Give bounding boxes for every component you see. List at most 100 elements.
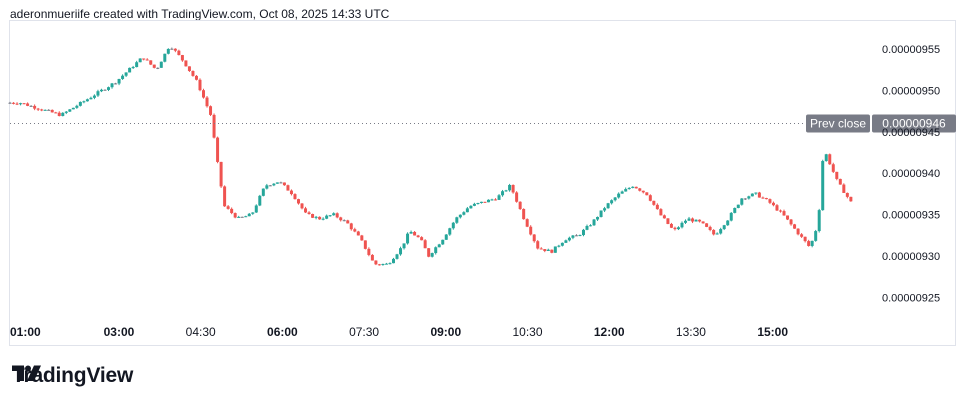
candle (121, 74, 125, 80)
prev-close-value: 0.00000946 (882, 116, 946, 130)
candle (750, 193, 754, 197)
candle (448, 227, 452, 236)
candle (712, 229, 716, 236)
candle (251, 212, 255, 215)
candle (360, 234, 364, 241)
candle (824, 153, 828, 162)
candle (465, 206, 469, 213)
candle (152, 64, 156, 69)
candle (617, 192, 621, 199)
candle (472, 202, 476, 207)
candle (173, 48, 177, 53)
candle (553, 246, 557, 253)
candle (546, 248, 550, 251)
candle (300, 203, 304, 210)
candle (771, 201, 775, 207)
candle (631, 186, 635, 189)
candle (423, 239, 427, 249)
candle (272, 183, 276, 187)
candle (817, 208, 821, 233)
candle (230, 207, 234, 215)
candle (648, 194, 652, 202)
candle (782, 209, 786, 216)
candle (845, 192, 849, 199)
candle (705, 223, 709, 228)
candle (293, 193, 297, 200)
candle (764, 197, 768, 200)
candle (842, 183, 846, 193)
candle (831, 162, 835, 174)
candle (325, 214, 329, 220)
candle (606, 202, 610, 209)
candle (353, 227, 357, 233)
candle (261, 188, 265, 197)
brand-name: TradingView (12, 364, 134, 387)
candle (451, 221, 455, 230)
candle (729, 212, 733, 222)
candle (198, 78, 202, 92)
candle (240, 216, 244, 218)
candle (388, 262, 392, 265)
candle (574, 234, 578, 237)
candle (212, 113, 216, 139)
candle (170, 47, 174, 50)
candle (107, 86, 111, 92)
candle (128, 67, 132, 73)
candle (64, 110, 68, 115)
candle (645, 192, 649, 196)
candle (768, 198, 772, 205)
candle (205, 96, 209, 108)
candle (289, 189, 293, 196)
candle (458, 214, 462, 219)
candle (286, 184, 290, 191)
candles (8, 47, 853, 266)
candle (747, 195, 751, 200)
candle (254, 204, 258, 213)
price-chart[interactable]: Prev close 0.00000946 0.000009550.0000095… (0, 0, 966, 360)
x-tick-label: 07:30 (349, 325, 379, 339)
candle (71, 107, 75, 110)
candle (662, 214, 666, 219)
y-tick-label: 0.00000935 (882, 210, 940, 222)
candle (202, 88, 206, 99)
x-tick-label: 10:30 (513, 325, 543, 339)
candle (754, 192, 758, 195)
candle (68, 109, 72, 112)
candle (209, 105, 213, 117)
candle (828, 153, 832, 165)
candle (743, 198, 747, 201)
candle (145, 58, 149, 61)
prev-close-tag (806, 114, 870, 133)
y-tick-label: 0.00000925 (882, 292, 940, 304)
candle (279, 181, 283, 184)
candle (377, 263, 381, 266)
candle (282, 182, 286, 186)
candle (92, 94, 96, 100)
candle (180, 54, 184, 62)
candle (441, 239, 445, 245)
candle (114, 82, 118, 85)
candle (620, 190, 624, 194)
candle (694, 219, 698, 222)
x-tick-label: 01:00 (10, 325, 41, 339)
candle (22, 103, 26, 105)
candle (138, 58, 142, 63)
prev-close-label: Prev close (810, 116, 866, 130)
candle (384, 262, 388, 265)
candle (33, 104, 37, 111)
y-tick-label: 0.00000940 (882, 168, 940, 180)
x-tick-label: 15:00 (757, 325, 788, 339)
candle (314, 215, 318, 220)
candle (40, 108, 44, 112)
candle (518, 201, 522, 211)
candle (627, 187, 631, 190)
candle (177, 49, 181, 56)
candle (191, 70, 195, 77)
candle (395, 253, 399, 260)
candle (698, 219, 702, 223)
candle (318, 216, 322, 220)
candle (676, 226, 680, 231)
candle (187, 66, 191, 72)
candle (89, 96, 93, 100)
candle (691, 217, 695, 224)
